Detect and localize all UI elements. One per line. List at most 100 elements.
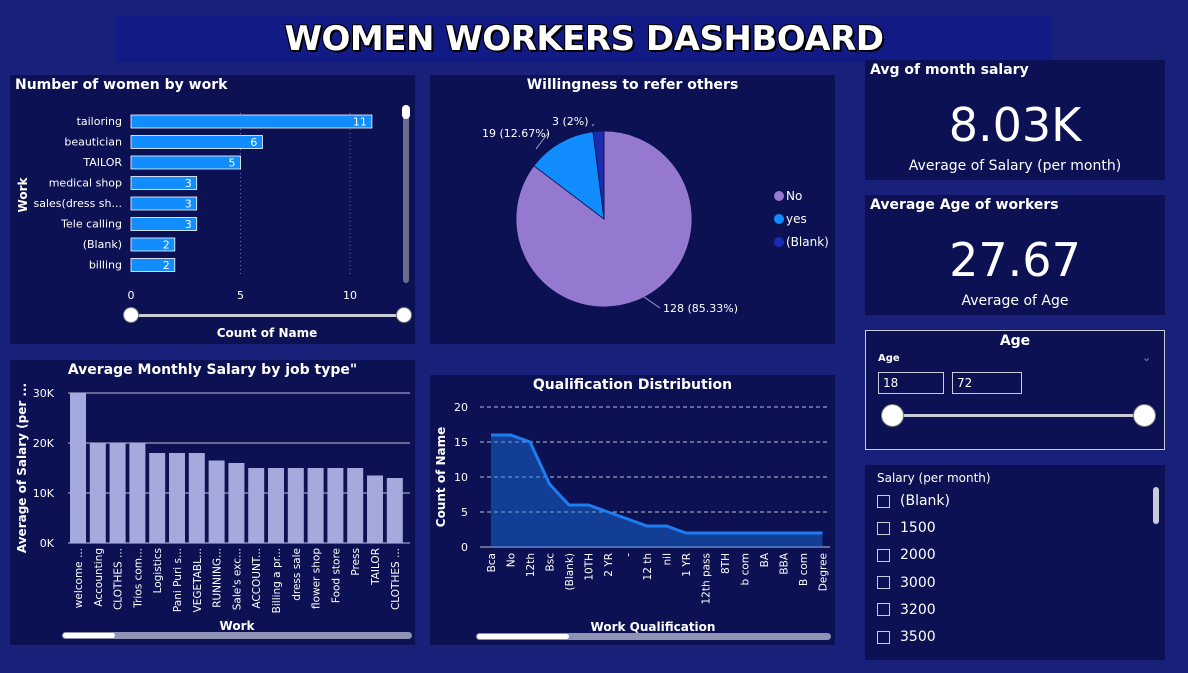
qual-x-tick: B com <box>798 553 810 586</box>
salary-x-tick: Accounting <box>93 548 105 607</box>
age-min-input[interactable] <box>878 372 944 394</box>
work-bar-label: 3 <box>185 218 192 231</box>
salary-x-tick: Pani Puri s... <box>172 548 184 612</box>
qual-x-tick: No <box>506 553 518 567</box>
salary-option[interactable]: 1500 <box>877 518 936 538</box>
pie-leader-no <box>643 296 661 309</box>
salary-x-tick: dress sale <box>291 548 303 601</box>
qual-y-tick: 10 <box>454 471 468 484</box>
age-slicer-subtitle: Age <box>878 353 900 364</box>
work-bar <box>130 196 198 211</box>
age-slider-min-handle[interactable] <box>881 404 904 427</box>
legend-dot-1 <box>774 214 784 224</box>
qual-x-tick: 2 YR <box>603 553 615 577</box>
qual-x-tick: 10TH <box>584 553 596 581</box>
work-chart-range-end[interactable] <box>396 307 412 323</box>
qual-x-tick: Degree <box>818 553 830 591</box>
salary-bar-chart: 0K 10K 20K 30K welcome ... Accounting CLOTHES … <box>15 383 410 633</box>
qual-chart-title: Qualification Distribution <box>532 377 733 393</box>
work-bar-label: 3 <box>185 198 192 211</box>
age-slicer: Age Age ⌄ <box>865 330 1165 450</box>
work-bar-chart: tailoring 11 beautician 6 TAILOR 5 medical sho… <box>16 113 373 340</box>
qual-x-axis-label: Work Qualification <box>591 620 716 634</box>
salary-option-label: (Blank) <box>900 493 950 509</box>
checkbox[interactable] <box>877 548 890 562</box>
work-y-axis-label: Work <box>16 177 30 213</box>
qual-y-tick: 20 <box>454 401 468 414</box>
qual-x-tick: BA <box>759 552 771 567</box>
salary-bar <box>149 453 166 543</box>
salary-x-tick: VEGETABL... <box>192 548 204 612</box>
salary-bar <box>70 393 86 543</box>
pie-slice-yes <box>533 131 605 220</box>
work-chart-range-start[interactable] <box>123 307 139 323</box>
qual-y-tick: 5 <box>461 506 468 519</box>
salary-chart-scrollbar[interactable] <box>62 632 412 639</box>
qual-x-tick: 1 YR <box>681 553 693 577</box>
salary-option[interactable]: 3000 <box>877 573 936 593</box>
salary-y-tick: 0K <box>40 537 55 550</box>
salary-x-tick: flower shop <box>311 548 323 609</box>
salary-option[interactable]: (Blank) <box>877 491 950 511</box>
salary-slicer-scroll-thumb[interactable] <box>1153 487 1159 524</box>
legend-label: yes <box>786 212 807 226</box>
salary-y-tick: 20K <box>33 437 55 450</box>
work-category-label: medical shop <box>49 177 122 190</box>
qual-area-line <box>491 433 823 535</box>
work-chart-panel: Number of women by work tailoring 11 beaut… <box>10 75 415 344</box>
salary-bar <box>367 475 383 543</box>
age-max-input[interactable] <box>952 372 1022 394</box>
avg-salary-card: Avg of month salary 8.03K Average of Sal… <box>865 60 1165 180</box>
age-slider-track[interactable] <box>892 414 1146 417</box>
salary-chart-scroll-thumb[interactable] <box>63 633 115 638</box>
salary-option-label: 3200 <box>900 601 936 618</box>
age-slicer-title: Age <box>999 333 1031 349</box>
salary-option[interactable]: 2000 <box>877 545 936 565</box>
salary-bar <box>129 443 146 543</box>
salary-option-label: 1500 <box>900 520 936 537</box>
qual-chart-scroll-thumb[interactable] <box>477 634 569 639</box>
checkbox[interactable] <box>877 576 890 590</box>
work-chart-range-track[interactable] <box>130 314 403 317</box>
qual-x-tick: 12th pass <box>701 553 713 605</box>
qual-x-tick: Bca <box>486 553 498 572</box>
work-category-label: billing <box>89 259 122 272</box>
work-bar <box>130 217 198 231</box>
salary-bar <box>89 443 106 543</box>
salary-slicer: Salary (per month) (Blank) 1500 2000 3000 32… <box>865 465 1165 660</box>
qual-x-tick: 12th <box>525 553 537 577</box>
avg-salary-value: 8.03K <box>948 98 1082 152</box>
qual-chart-scrollbar[interactable] <box>476 633 831 640</box>
legend-dot-2 <box>774 237 784 247</box>
work-bar <box>130 114 373 129</box>
qual-y-tick: 0 <box>461 541 468 554</box>
salary-option-label: 3000 <box>900 574 936 591</box>
salary-option[interactable]: 3500 <box>877 627 936 647</box>
checkbox[interactable] <box>877 494 890 508</box>
chevron-down-icon[interactable]: ⌄ <box>1142 351 1152 364</box>
salary-x-tick: Trios com... <box>132 548 144 609</box>
salary-option[interactable]: 3200 <box>877 600 936 620</box>
work-x-tick: 5 <box>237 289 244 302</box>
pie-data-label-blank: 3 (2%) <box>552 115 589 128</box>
salary-chart-title: Average Monthly Salary by job type" <box>67 362 358 378</box>
checkbox[interactable] <box>877 630 890 644</box>
pie-leader-blank <box>591 123 595 127</box>
work-category-label: sales(dress sh... <box>34 197 123 210</box>
work-chart-vertical-scrollbar[interactable] <box>403 105 409 283</box>
legend-dot-0 <box>774 191 784 201</box>
work-chart-scroll-thumb[interactable] <box>402 105 410 119</box>
salary-x-tick: Sale's exc... <box>231 548 243 610</box>
pie-data-label-yes: 19 (12.67%) <box>482 127 550 140</box>
work-x-tick: 10 <box>343 289 357 302</box>
avg-age-value: 27.67 <box>949 233 1081 287</box>
qual-x-tick: nil <box>662 553 674 566</box>
pie-data-label-no: 128 (85.33%) <box>663 302 738 315</box>
checkbox[interactable] <box>877 603 890 617</box>
qual-area-fill <box>491 435 823 547</box>
age-slider-max-handle[interactable] <box>1133 404 1156 427</box>
work-bar <box>130 258 176 272</box>
checkbox[interactable] <box>877 521 890 535</box>
pie-leader-yes <box>535 132 549 150</box>
salary-x-tick: TAILOR <box>370 548 382 586</box>
